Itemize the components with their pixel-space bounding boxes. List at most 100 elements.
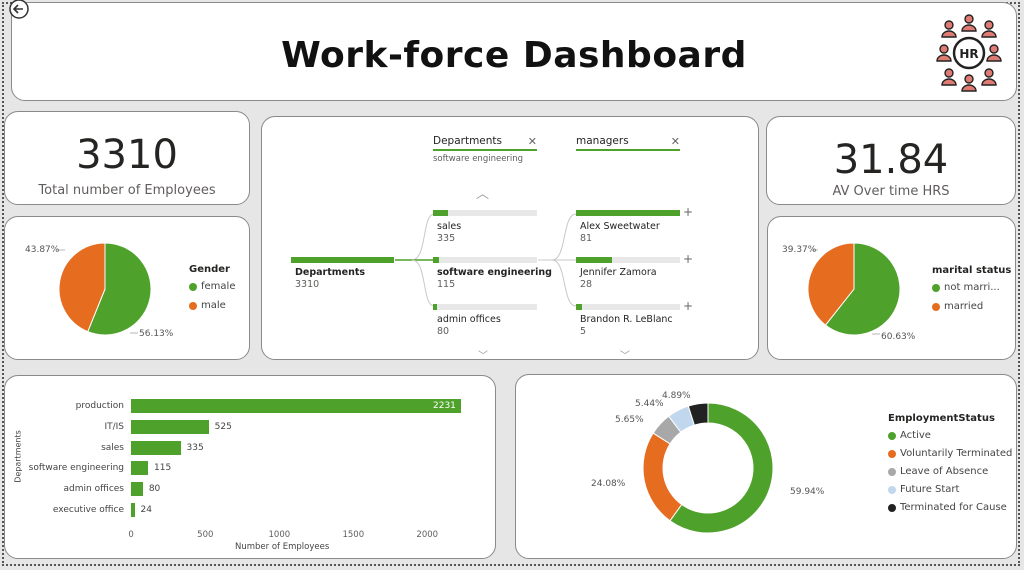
tree-filter-managers[interactable]: managers ✕ [576, 135, 680, 151]
employment-legend-title: EmploymentStatus [888, 413, 995, 424]
tree-l2-bar-jennifer[interactable] [576, 257, 612, 263]
legend-item-terminated-for-cause[interactable]: Terminated for Cause [888, 502, 1012, 513]
employment-slice-active[interactable] [669, 402, 774, 534]
tree-node-sales[interactable]: sales 335 [437, 221, 461, 245]
gender-slice-male[interactable] [58, 242, 106, 333]
tree-node-alex-value: 81 [580, 233, 593, 244]
dept-bar-value: 24 [140, 505, 152, 515]
chevron-down-icon[interactable]: ﹀ [478, 351, 488, 362]
close-icon[interactable]: ✕ [670, 135, 680, 148]
tree-node-sales-value: 335 [437, 233, 456, 244]
dept-label: executive office [52, 505, 124, 515]
legend-item-not-married[interactable]: not marri... [932, 282, 1011, 293]
tree-filter-departments-selected: software engineering [433, 154, 524, 164]
dept-label: software engineering [28, 463, 124, 474]
department-bar-chart-card: Departments production 2231 IT/IS 525 sales 3… [4, 375, 496, 559]
gender-pie-chart [57, 242, 152, 336]
tree-l1-bar-sales[interactable] [433, 210, 448, 216]
legend-item-active[interactable]: Active [888, 430, 1012, 441]
employment-slice-voluntarily-terminated[interactable] [642, 432, 683, 522]
expand-plus-icon[interactable]: + [683, 299, 694, 313]
tree-l2-bar-alex[interactable] [576, 210, 680, 216]
expand-plus-icon[interactable]: + [683, 205, 694, 219]
dept-chart-xlabel: Number of Employees [235, 542, 330, 552]
legend-item-married[interactable]: married [932, 301, 1011, 312]
tree-node-brandon-value: 5 [580, 326, 587, 337]
employment-donut-chart [642, 402, 774, 534]
dept-bar-value: 525 [214, 421, 232, 432]
tree-filter-departments[interactable]: Departments ✕ [433, 135, 537, 151]
gender-pct-male: 43.87% [25, 245, 60, 255]
back-arrow-icon[interactable] [8, 0, 30, 20]
header-card: Work-force Dashboard HR [11, 2, 1017, 101]
tree-l1-bar-track [433, 304, 537, 310]
legend-dot-voluntarily-terminated [888, 449, 896, 458]
employment-legend: EmploymentStatus Active Voluntarily Term… [888, 413, 1012, 513]
dept-bar[interactable] [131, 419, 209, 434]
tree-root-label: Departments [295, 267, 366, 278]
tree-node-jennifer-zamora[interactable]: Jennifer Zamora 28 [580, 267, 657, 291]
dept-bar-value: 115 [154, 463, 172, 474]
dept-label: sales [101, 442, 124, 453]
chevron-up-icon[interactable]: ︿ [476, 187, 490, 202]
tree-root-value: 3310 [295, 279, 320, 290]
tree-node-brandon-label: Brandon R. LeBlanc [580, 314, 673, 325]
dept-bar[interactable] [131, 461, 148, 476]
overtime-label: AV Over time HRS [832, 184, 950, 199]
tree-l1-bar-admin-offices[interactable] [433, 304, 437, 310]
legend-dot-leave-of-absence [888, 467, 896, 476]
tree-node-admin-offices-value: 80 [437, 326, 450, 337]
x-axis-tick: 2000 [416, 530, 439, 540]
chevron-down-icon[interactable]: ﹀ [620, 351, 630, 362]
emp-pct-future-start: 5.44% [635, 399, 664, 409]
close-icon[interactable]: ✕ [527, 135, 537, 148]
total-employees-card: 3310 Total number of Employees [4, 111, 250, 205]
gender-legend-title: Gender [189, 264, 230, 275]
total-employees-label: Total number of Employees [38, 183, 216, 198]
tree-l2-bar-brandon[interactable] [576, 304, 582, 310]
x-axis-tick: 500 [197, 530, 214, 540]
overtime-card: 31.84 AV Over time HRS [766, 116, 1016, 205]
legend-item-leave-of-absence[interactable]: Leave of Absence [888, 466, 1012, 477]
dept-bar[interactable] [131, 503, 135, 517]
tree-root-bar[interactable] [291, 257, 394, 263]
tree-l1-bar-software-engineering[interactable] [433, 257, 439, 263]
employment-slice-terminated-for-cause[interactable] [687, 402, 709, 426]
emp-pct-terminated-for-cause: 4.89% [662, 391, 691, 401]
x-axis-tick: 1500 [342, 530, 365, 540]
expand-plus-icon[interactable]: + [683, 252, 694, 266]
dept-bar[interactable] [131, 440, 181, 455]
legend-label-future-start: Future Start [900, 484, 960, 495]
total-employees-value: 3310 [76, 132, 178, 178]
marital-pct-not-married: 60.63% [881, 332, 916, 342]
legend-label-terminated-for-cause: Terminated for Cause [900, 502, 1007, 513]
emp-pct-leave-of-absence: 5.65% [615, 415, 644, 425]
marital-pct-married: 39.37% [782, 245, 817, 255]
tree-node-jennifer-label: Jennifer Zamora [580, 267, 657, 278]
legend-label-male: male [201, 300, 226, 311]
tree-node-admin-offices[interactable]: admin offices 80 [437, 314, 501, 338]
marital-slice-not-marri[interactable] [824, 242, 901, 336]
tree-node-brandon-leblanc[interactable]: Brandon R. LeBlanc 5 [580, 314, 673, 338]
legend-dot-not-married [932, 283, 940, 292]
hr-logo-text: HR [959, 47, 978, 61]
gender-slice-female[interactable] [87, 242, 152, 336]
x-axis-tick: 0 [128, 530, 134, 540]
marital-slice-married[interactable] [807, 242, 855, 326]
dept-bar[interactable] [131, 399, 461, 413]
tree-node-alex-sweetwater[interactable]: Alex Sweetwater 81 [580, 221, 660, 245]
legend-label-voluntarily-terminated: Voluntarily Terminated [900, 448, 1013, 459]
employment-status-card: EmploymentStatus Active Voluntarily Term… [515, 374, 1017, 559]
dept-label: IT/IS [104, 421, 124, 432]
tree-node-software-engineering[interactable]: software engineering 115 [437, 267, 552, 291]
legend-dot-married [932, 302, 940, 311]
legend-item-voluntarily-terminated[interactable]: Voluntarily Terminated [888, 448, 1012, 459]
tree-connectors [395, 213, 577, 307]
dept-label: production [75, 401, 124, 411]
marital-legend-title: marital status [932, 265, 1012, 276]
legend-item-future-start[interactable]: Future Start [888, 484, 1012, 495]
dept-bar[interactable] [131, 482, 143, 497]
tree-root-node[interactable]: Departments 3310 [295, 267, 365, 291]
legend-item-female[interactable]: female [189, 281, 235, 292]
legend-item-male[interactable]: male [189, 300, 235, 311]
